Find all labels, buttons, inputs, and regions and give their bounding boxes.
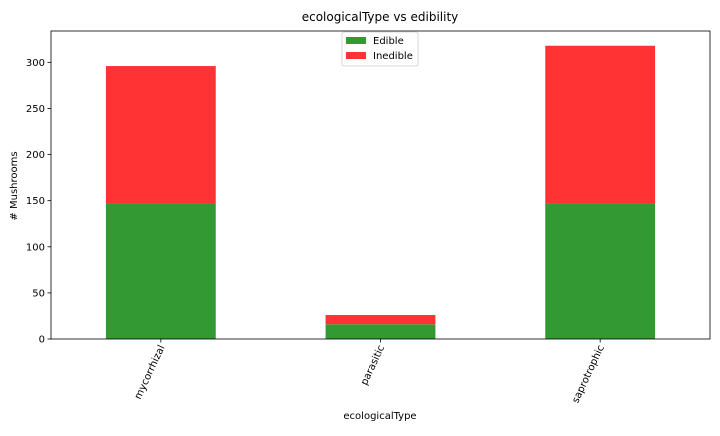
x-axis-label: ecologicalType — [343, 411, 416, 422]
legend-label-edible: Edible — [373, 36, 404, 47]
bar-edible-saprotrophic — [545, 203, 656, 339]
bar-edible-parasitic — [325, 324, 436, 339]
bar-inedible-mycorrhizal — [105, 66, 216, 204]
x-tick-label: saprotrophic — [570, 344, 606, 405]
x-tick-label: parasitic — [359, 344, 387, 388]
legend-swatch-inedible — [346, 52, 366, 59]
y-tick-label: 200 — [26, 150, 45, 161]
y-tick-label: 0 — [39, 335, 45, 346]
chart-title: ecologicalType vs edibility — [302, 10, 459, 24]
legend: Edible Inedible — [341, 31, 419, 67]
bars-layer — [105, 45, 656, 339]
y-tick-label: 150 — [26, 196, 45, 207]
legend-swatch-edible — [346, 37, 366, 44]
y-tick-label: 250 — [26, 104, 45, 115]
bar-edible-mycorrhizal — [105, 203, 216, 339]
y-tick-label: 100 — [26, 242, 45, 253]
bar-inedible-parasitic — [325, 315, 436, 325]
legend-label-inedible: Inedible — [373, 51, 413, 62]
y-tick-label: 300 — [26, 58, 45, 69]
x-tick-label: mycorrhizal — [133, 344, 168, 402]
y-tick-label: 50 — [32, 288, 45, 299]
bar-inedible-saprotrophic — [545, 45, 656, 204]
y-axis-label: # Mushrooms — [9, 151, 20, 220]
